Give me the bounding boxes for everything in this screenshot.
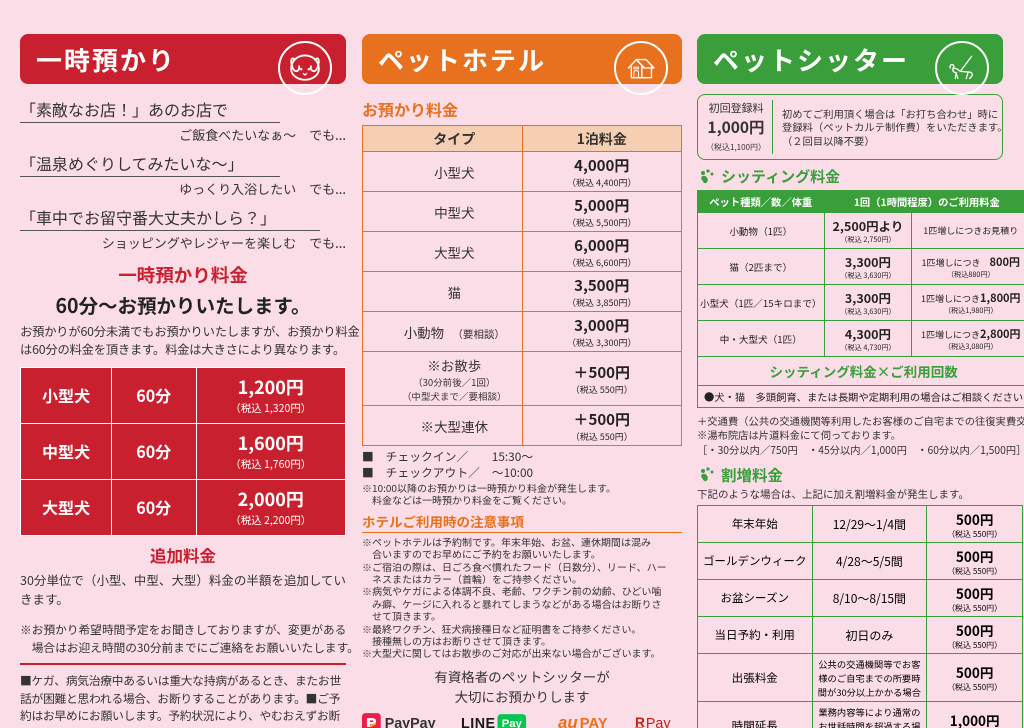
svg-text:PayPay: PayPay [385, 716, 436, 728]
svg-text:au: au [558, 713, 578, 728]
svg-text:LINE: LINE [461, 716, 496, 728]
svg-text:R: R [635, 715, 645, 728]
svg-text:Pay: Pay [646, 716, 671, 728]
svg-text:PAY: PAY [579, 716, 607, 728]
svg-text:Pay: Pay [501, 718, 522, 728]
